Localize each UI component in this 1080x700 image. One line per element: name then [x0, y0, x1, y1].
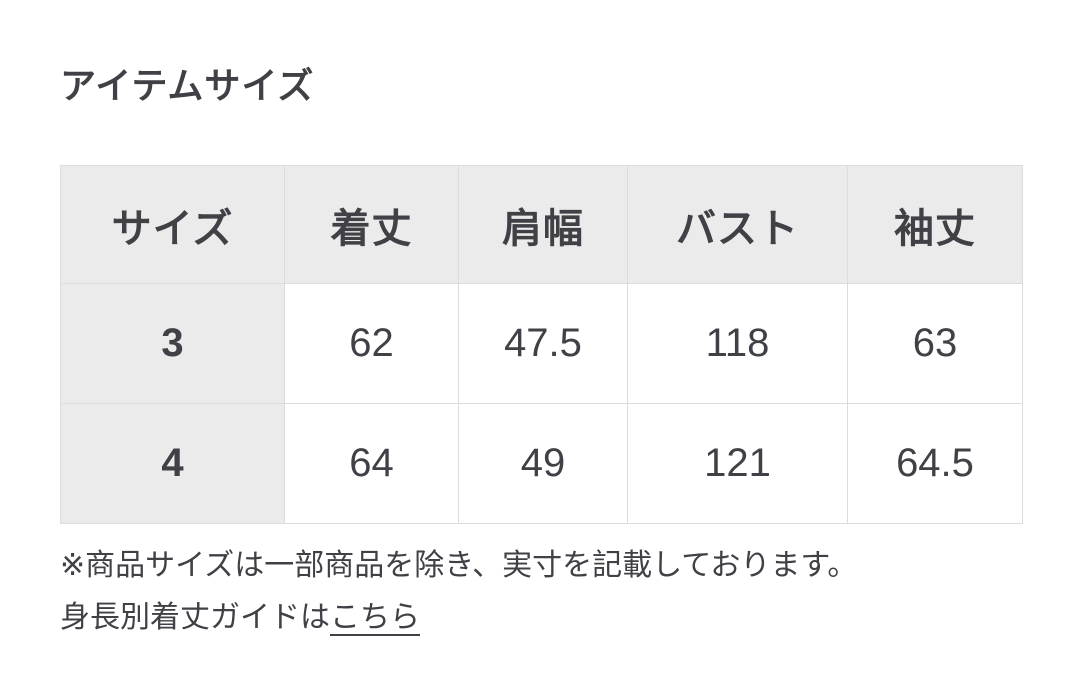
cell-sleeve: 63 — [847, 283, 1023, 405]
notes-section: ※商品サイズは一部商品を除き、実寸を記載しております。 身長別着丈ガイドはこちら — [60, 540, 1022, 644]
height-guide-link[interactable]: こちら — [330, 601, 420, 635]
table-row: 3 62 47.5 118 63 — [60, 283, 1023, 405]
size-guide-content: アイテムサイズ サイズ 着丈 肩幅 バスト 袖丈 3 62 47.5 — [60, 65, 1023, 644]
cell-sleeve: 64.5 — [847, 403, 1023, 525]
height-guide-line: 身長別着丈ガイドはこちら — [60, 592, 1022, 644]
column-header-bust: バスト — [627, 165, 848, 285]
cell-bust: 121 — [627, 403, 848, 525]
table-row: 4 64 49 121 64.5 — [60, 403, 1023, 525]
column-header-length: 着丈 — [284, 165, 459, 285]
column-header-sleeve: 袖丈 — [847, 165, 1023, 285]
cell-length: 64 — [284, 403, 459, 525]
cell-shoulder: 47.5 — [458, 283, 628, 405]
cell-length: 62 — [284, 283, 459, 405]
column-header-size: サイズ — [60, 165, 285, 285]
size-disclaimer-text: ※商品サイズは一部商品を除き、実寸を記載しております。 — [60, 549, 858, 583]
column-header-shoulder: 肩幅 — [458, 165, 628, 285]
row-header-size-4: 4 — [60, 403, 285, 525]
cell-bust: 118 — [627, 283, 848, 405]
size-table-header-row: サイズ 着丈 肩幅 バスト 袖丈 — [60, 165, 1023, 285]
cell-shoulder: 49 — [458, 403, 628, 525]
page-title: アイテムサイズ — [60, 65, 315, 106]
row-header-size-3: 3 — [60, 283, 285, 405]
height-guide-prefix: 身長別着丈ガイドは — [60, 601, 330, 635]
size-table: サイズ 着丈 肩幅 バスト 袖丈 3 62 47.5 118 63 4 64 — [60, 165, 1023, 525]
